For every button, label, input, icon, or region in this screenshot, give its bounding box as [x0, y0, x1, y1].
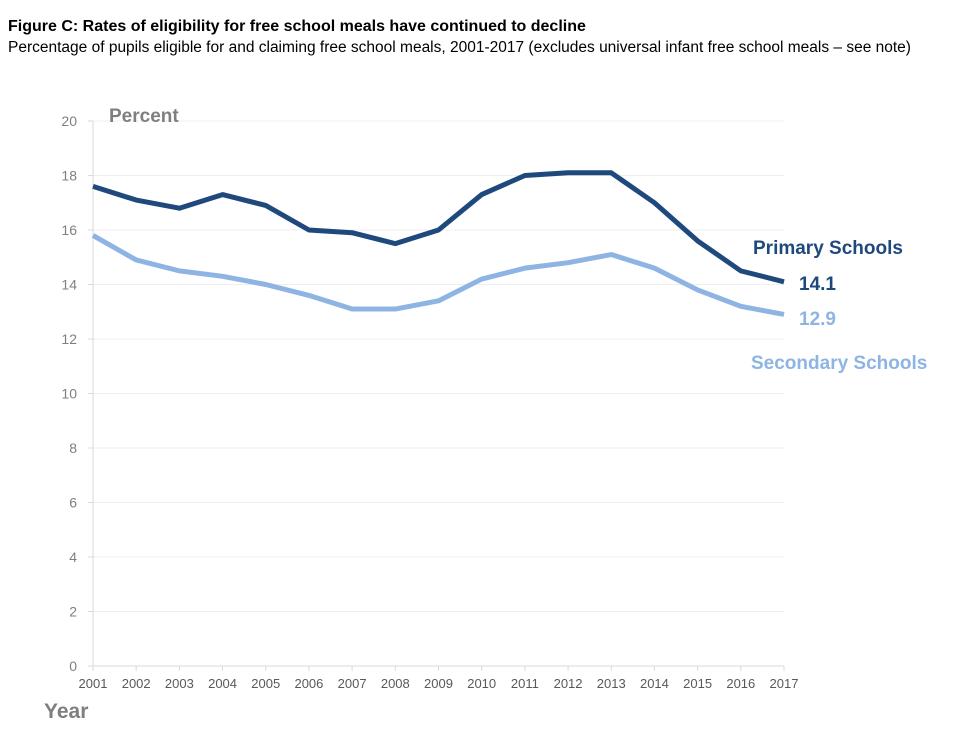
y-tick-label: 8 [69, 440, 77, 456]
chart-subtitle: Percentage of pupils eligible for and cl… [8, 39, 911, 56]
x-tick-label: 2009 [424, 676, 453, 691]
x-tick-label: 2003 [165, 676, 194, 691]
x-tick-label: 2010 [467, 676, 496, 691]
series-line-secondary [91, 233, 785, 317]
x-tick-label: 2013 [597, 676, 626, 691]
y-tick-label: 6 [69, 495, 77, 511]
series-label-primary: Primary Schools [753, 238, 903, 259]
x-tick-label: 2015 [683, 676, 712, 691]
y-tick-label: 10 [61, 386, 77, 402]
x-tick-label: 2004 [208, 676, 237, 691]
y-tick-label: 0 [69, 658, 77, 674]
y-tick-label: 2 [69, 604, 77, 620]
y-tick-label: 14 [61, 277, 77, 293]
x-tick-label: 2001 [79, 676, 108, 691]
chart-title: Figure C: Rates of eligibility for free … [8, 18, 586, 35]
x-tick-label: 2016 [726, 676, 755, 691]
y-tick-label: 4 [69, 549, 77, 565]
series-line-primary [92, 170, 785, 285]
end-label-secondary: 12.9 [799, 309, 836, 330]
y-axis-label: Percent [109, 106, 179, 127]
y-tick-label: 16 [61, 222, 77, 238]
x-tick-label: 2002 [122, 676, 151, 691]
x-tick-label: 2007 [338, 676, 367, 691]
x-tick-label: 2006 [294, 676, 323, 691]
x-tick-label: 2008 [381, 676, 410, 691]
x-tick-label: 2017 [770, 676, 799, 691]
end-label-primary: 14.1 [799, 274, 836, 295]
x-tick-label: 2014 [640, 676, 669, 691]
y-tick-label: 20 [61, 113, 77, 129]
x-tick-label: 2005 [251, 676, 280, 691]
series-label-secondary: Secondary Schools [751, 353, 927, 374]
x-tick-label: 2011 [511, 676, 539, 691]
x-axis-label: Year [44, 700, 88, 723]
y-tick-label: 18 [61, 168, 77, 184]
x-tick-label: 2012 [554, 676, 583, 691]
y-tick-label: 12 [61, 331, 77, 347]
